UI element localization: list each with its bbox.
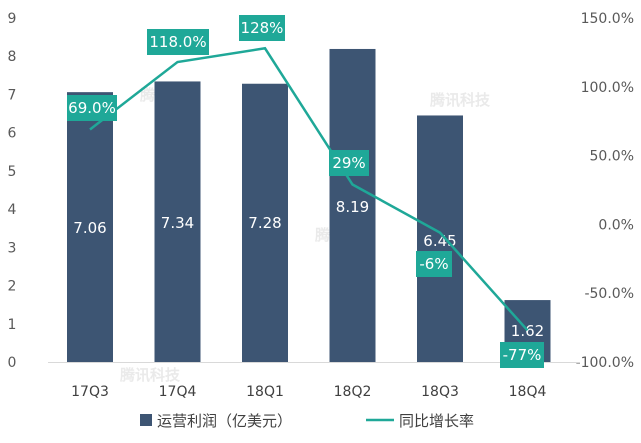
category-label: 18Q1 bbox=[246, 384, 284, 400]
left-tick-label: 3 bbox=[8, 240, 17, 256]
line-series: 69.0% 118.0% 128% 29% -6% -77% bbox=[67, 15, 544, 368]
legend: 运营利润（亿美元） 同比增长率 bbox=[140, 412, 474, 430]
line-value-label: 128% bbox=[241, 19, 284, 37]
right-tick-label: 0.0% bbox=[598, 217, 634, 233]
legend-bar-label: 运营利润（亿美元） bbox=[157, 412, 292, 430]
left-tick-label: 9 bbox=[8, 11, 17, 27]
left-tick-label: 4 bbox=[8, 202, 17, 218]
bar-value-label: 8.19 bbox=[336, 198, 369, 216]
left-tick-label: 5 bbox=[8, 164, 17, 180]
left-tick-label: 8 bbox=[8, 49, 17, 65]
bar-value-label: 1.62 bbox=[511, 322, 544, 340]
bar-value-label: 7.34 bbox=[161, 214, 194, 232]
bar-value-label: 7.06 bbox=[73, 219, 106, 237]
watermark-3: 腾讯科技 bbox=[119, 366, 181, 384]
left-tick-label: 0 bbox=[8, 355, 17, 371]
right-tick-label: 100.0% bbox=[581, 80, 634, 96]
line-value-label: 29% bbox=[332, 154, 365, 172]
right-tick-label: -50.0% bbox=[584, 286, 634, 302]
right-tick-label: 50.0% bbox=[590, 149, 634, 165]
category-label: 17Q4 bbox=[159, 384, 197, 400]
bar-value-label: 7.28 bbox=[248, 214, 281, 232]
right-tick-label: -100.0% bbox=[576, 355, 634, 371]
line-value-label: -6% bbox=[419, 255, 448, 273]
category-label: 17Q3 bbox=[71, 384, 109, 400]
legend-bar-swatch bbox=[140, 414, 152, 426]
right-tick-label: 150.0% bbox=[581, 11, 634, 27]
line-value-label: 69.0% bbox=[68, 99, 116, 117]
watermark-1: 腾讯科技 bbox=[429, 91, 491, 109]
right-axis: -100.0% -50.0% 0.0% 50.0% 100.0% 150.0% bbox=[576, 11, 634, 371]
category-label: 18Q3 bbox=[421, 384, 459, 400]
x-axis-categories: 17Q3 17Q4 18Q1 18Q2 18Q3 18Q4 bbox=[71, 384, 546, 400]
left-tick-label: 7 bbox=[8, 87, 17, 103]
left-tick-label: 2 bbox=[8, 279, 17, 295]
line-value-label: -77% bbox=[503, 346, 542, 364]
left-tick-label: 6 bbox=[8, 126, 17, 142]
line-value-label: 118.0% bbox=[149, 33, 206, 51]
category-label: 18Q4 bbox=[509, 384, 547, 400]
left-tick-label: 1 bbox=[8, 317, 17, 333]
category-label: 18Q2 bbox=[334, 384, 372, 400]
legend-line-label: 同比增长率 bbox=[399, 412, 474, 430]
left-axis: 0 1 2 3 4 5 6 7 8 9 bbox=[8, 11, 17, 371]
